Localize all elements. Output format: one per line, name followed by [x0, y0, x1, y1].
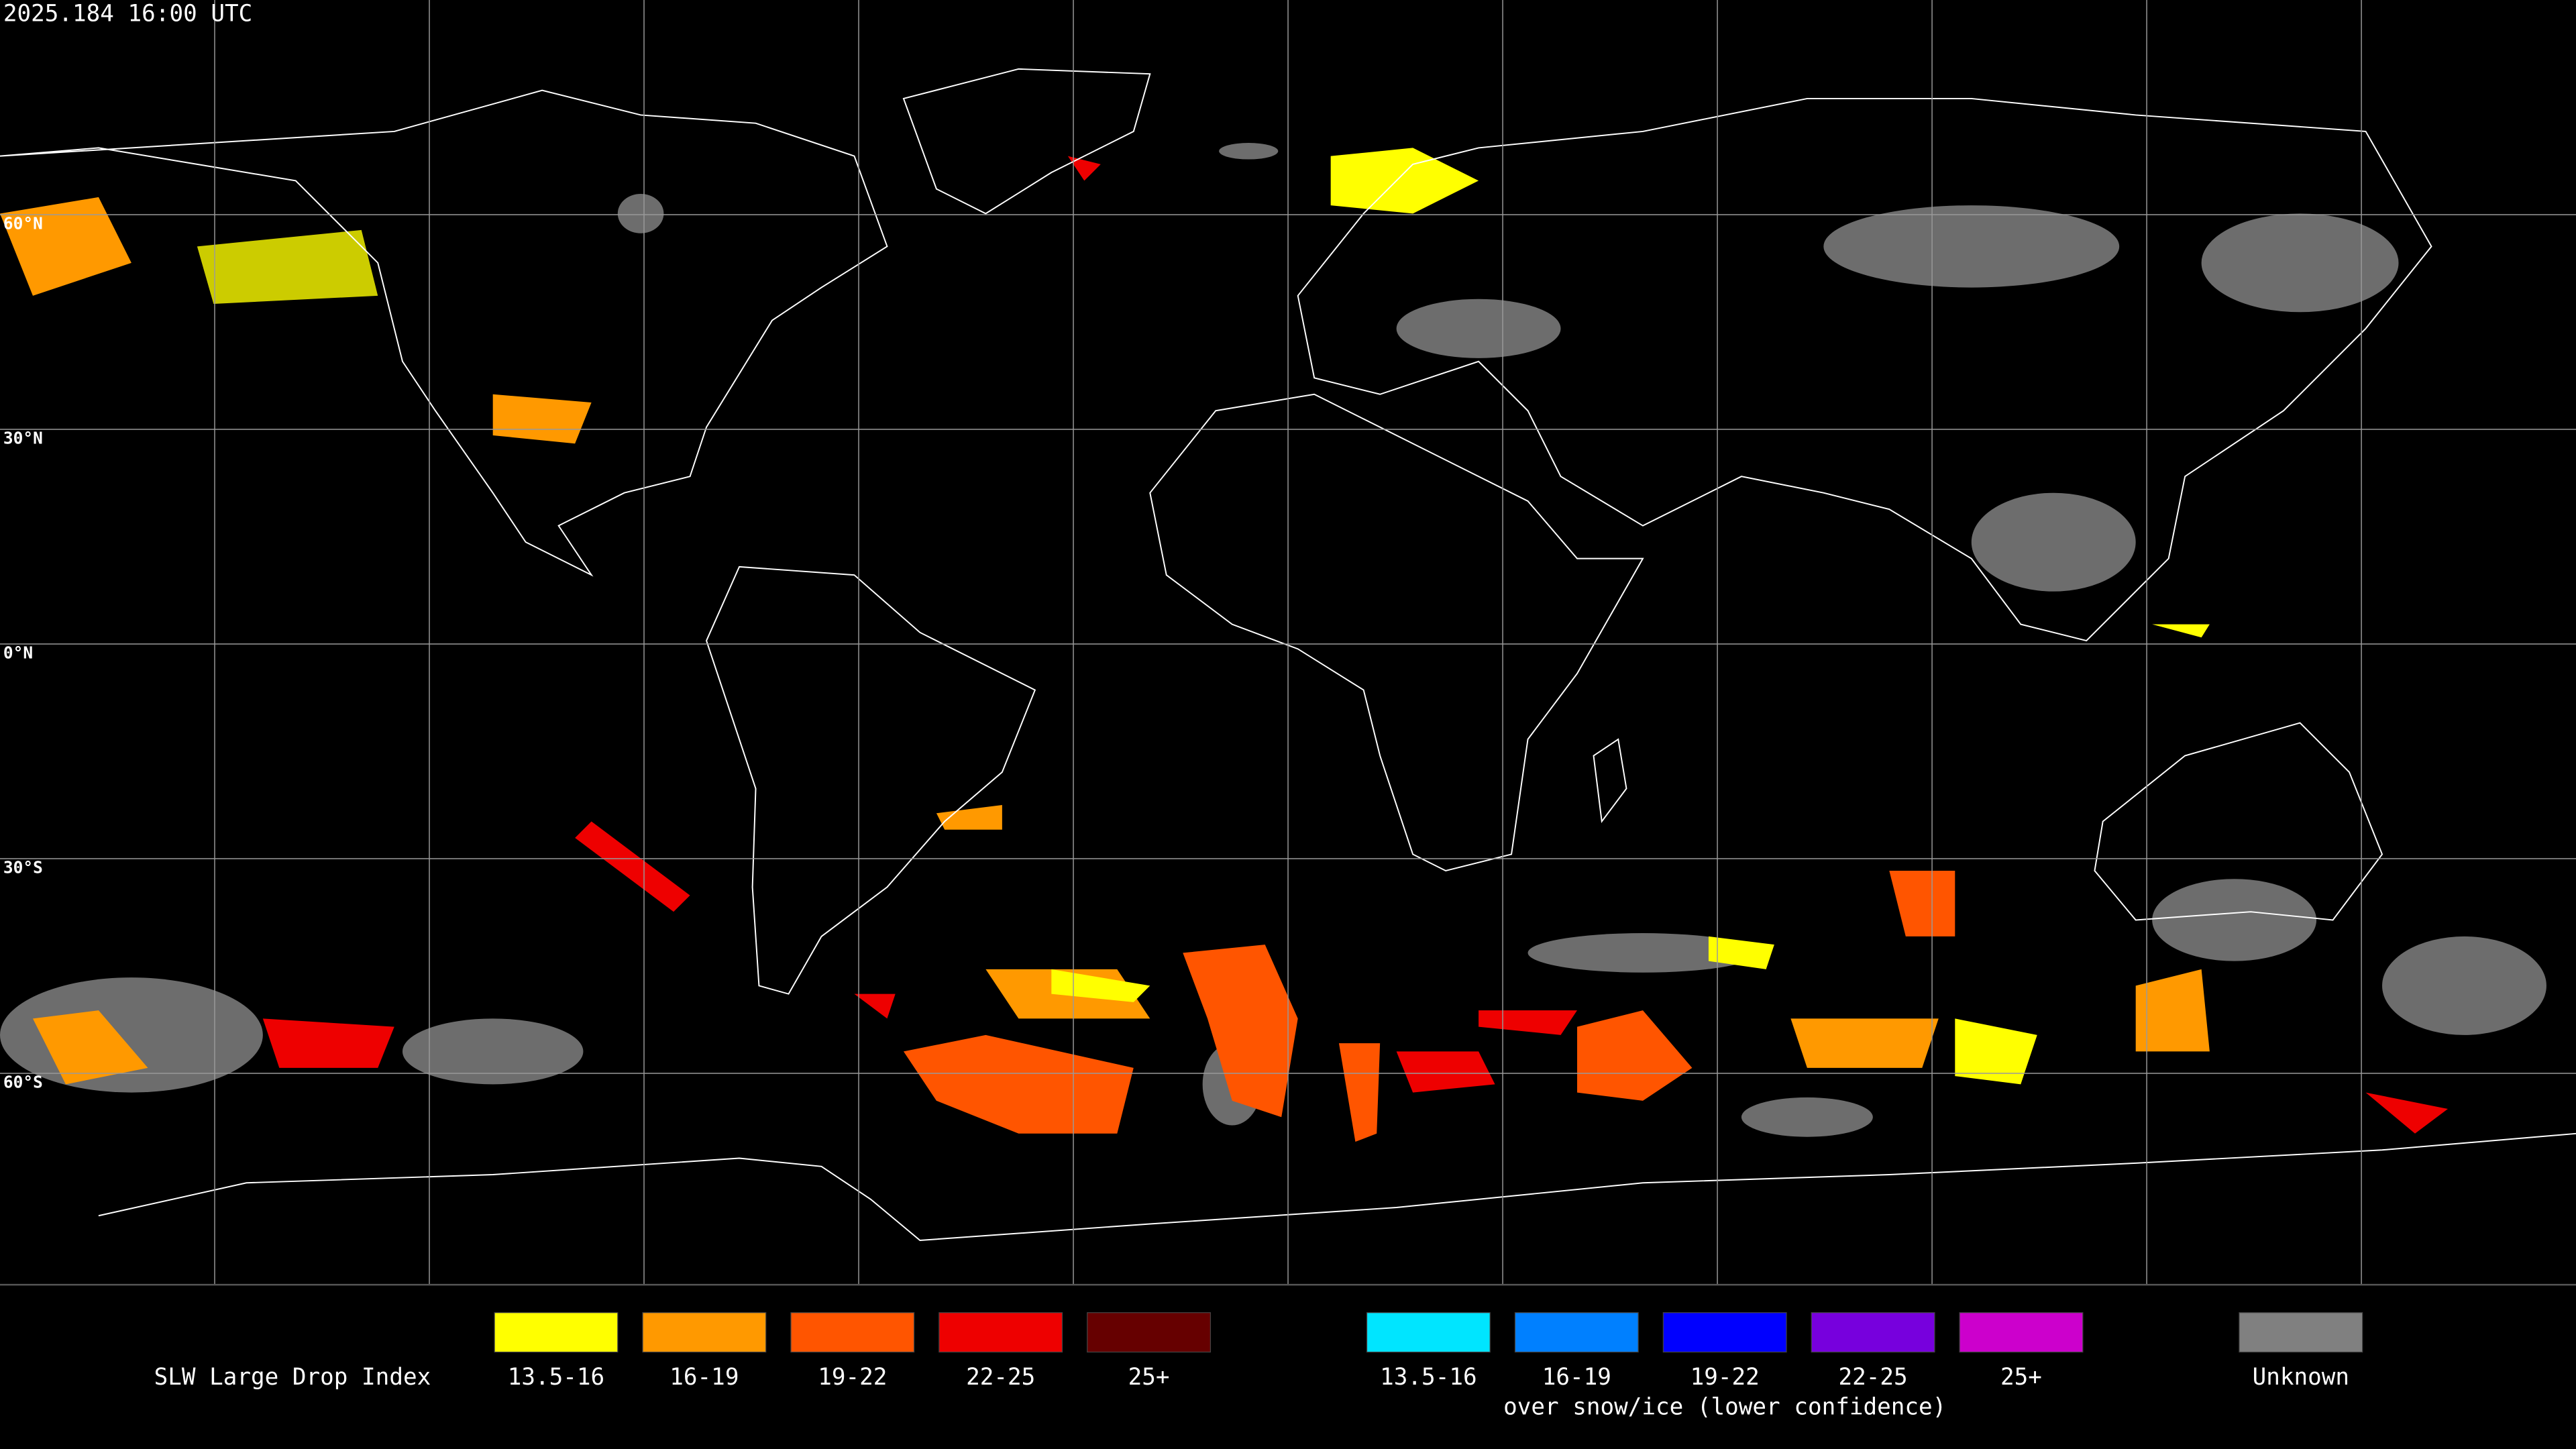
legend-label: 16-19	[669, 1364, 739, 1391]
legend-swatch	[1959, 1312, 2084, 1353]
latitude-label: 30°N	[3, 429, 43, 448]
coastlines	[0, 68, 2576, 1241]
legend-label: Unknown	[2253, 1364, 2349, 1391]
legend-label: 25+	[1128, 1364, 1170, 1391]
latitude-label: 0°N	[3, 643, 33, 663]
legend-label: 19-22	[818, 1364, 887, 1391]
legend: SLW Large Drop Index 13.5-16 16-19 19-22 22…	[154, 1312, 2363, 1420]
legend-swatch	[938, 1312, 1063, 1353]
legend-label: 19-22	[1690, 1364, 1760, 1391]
legend-label: 22-25	[966, 1364, 1035, 1391]
legend-label: 16-19	[1542, 1364, 1611, 1391]
legend-swatch	[1087, 1312, 1212, 1353]
legend-swatch	[1811, 1312, 1935, 1353]
latitude-label: 60°S	[3, 1073, 43, 1092]
timestamp: 2025.184 16:00 UTC	[3, 1, 252, 28]
legend-label: 13.5-16	[508, 1364, 604, 1391]
cloud-field	[0, 143, 2546, 1142]
legend-swatch	[1662, 1312, 1787, 1353]
legend-swatch	[1514, 1312, 1639, 1353]
legend-swatch	[494, 1312, 619, 1353]
legend-label: 25+	[2000, 1364, 2042, 1391]
latitude-label: 30°S	[3, 858, 43, 877]
legend-swatch	[1366, 1312, 1491, 1353]
legend-caption: over snow/ice (lower confidence)	[1503, 1393, 1946, 1420]
legend-label: 13.5-16	[1380, 1364, 1477, 1391]
latitude-label: 60°N	[3, 214, 43, 233]
legend-swatch	[642, 1312, 767, 1353]
legend-label: 22-25	[1839, 1364, 1908, 1391]
legend-title: SLW Large Drop Index	[154, 1364, 431, 1391]
legend-swatch	[2239, 1312, 2363, 1353]
legend-swatch	[790, 1312, 915, 1353]
graticule: 60°N 30°N 0°N 30°S 60°S	[0, 0, 2576, 1285]
